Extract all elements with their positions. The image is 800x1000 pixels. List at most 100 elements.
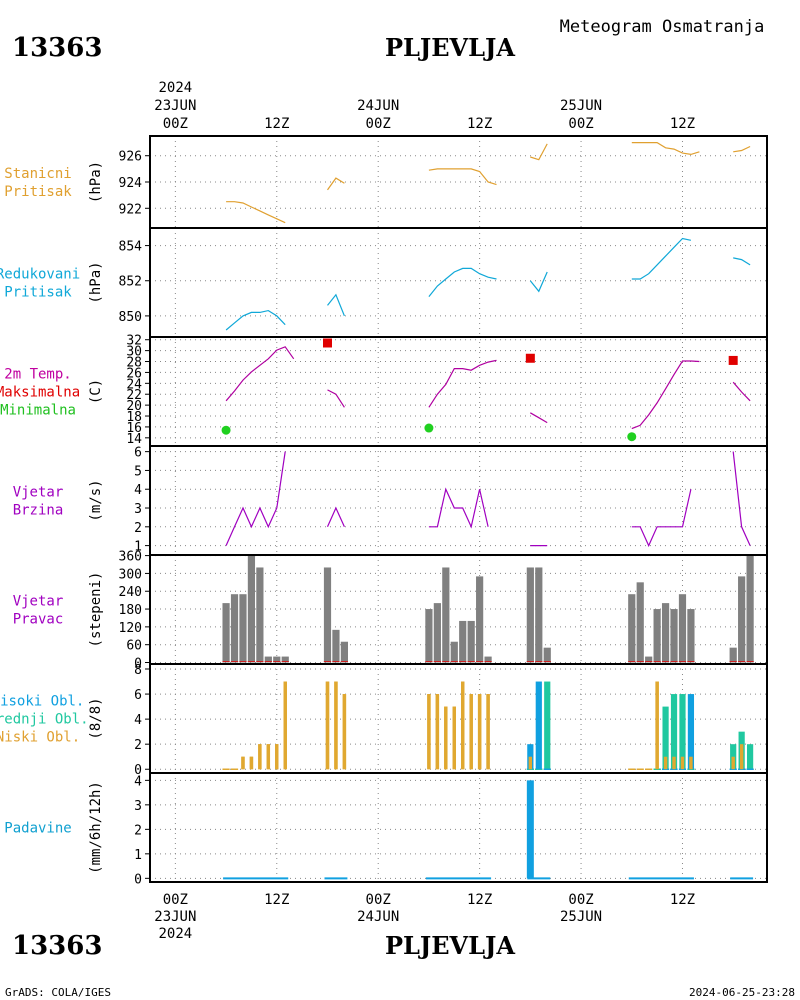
wind-speed-label: Vjetar xyxy=(13,485,64,501)
top-time-tick-label: 00Z xyxy=(163,116,188,132)
cloud-low-bar xyxy=(283,681,287,770)
reduced_pressure-line xyxy=(428,267,497,297)
reduced_pressure-line xyxy=(225,309,286,331)
y-tick-label: 6 xyxy=(134,688,142,703)
wind-direction-bar xyxy=(273,656,281,663)
cloud-mid-bar xyxy=(746,744,754,770)
station_pressure-line xyxy=(226,201,286,224)
wind-direction-bar xyxy=(484,656,492,663)
y-tick-label: 926 xyxy=(119,150,142,165)
wind-direction-bar xyxy=(636,582,644,663)
reduced_pressure-line xyxy=(733,257,751,266)
credit-text: GrADS: COLA/IGES xyxy=(5,986,111,999)
y-tick-label: 8 xyxy=(134,663,142,678)
cloud-high-bar xyxy=(687,694,695,770)
cloud-low-bar xyxy=(444,706,448,770)
y-tick-label: 852 xyxy=(119,275,142,290)
y-tick-label: 300 xyxy=(119,567,142,582)
cloud-mid-bar xyxy=(544,681,551,770)
wind-direction-bar xyxy=(264,656,272,663)
cloud-low-bar xyxy=(655,681,659,770)
cloud-low-bar xyxy=(680,756,685,770)
wind-direction-bar xyxy=(281,656,289,663)
y-tick-label: 24 xyxy=(126,377,142,392)
cloud-mid-bar xyxy=(662,706,669,770)
y-tick-label: 1 xyxy=(134,540,142,555)
bottom-time-tick-label: 12Z xyxy=(264,892,289,908)
cloud-low-bar xyxy=(469,694,473,770)
station_pressure-line xyxy=(530,143,548,161)
y-tick-label: 16 xyxy=(126,421,142,436)
wind-direction-bar xyxy=(459,620,467,663)
bottom-time-tick-label: 12Z xyxy=(670,892,695,908)
reduced_pressure-line xyxy=(529,271,548,293)
reduced-pressure-label: Redukovani xyxy=(0,267,80,283)
wind-direction-bar xyxy=(332,629,340,663)
reduced_pressure-line xyxy=(631,237,692,280)
wind-direction-bar xyxy=(340,641,348,663)
y-tick-label: 2 xyxy=(134,738,142,753)
wind-speed-frame xyxy=(149,445,768,556)
temperature-line xyxy=(732,381,751,402)
top-day-label: 24JUN xyxy=(357,98,399,114)
bottom-day-label: 24JUN xyxy=(357,909,399,925)
cloud-low-bar xyxy=(731,756,735,770)
station_pressure-line xyxy=(631,142,700,156)
bottom-day-label: 23JUN xyxy=(154,909,196,925)
top-time-tick-label: 12Z xyxy=(264,116,289,132)
wind-speed-unit: (m/s) xyxy=(88,479,104,521)
cloud-low-bar xyxy=(689,756,693,770)
station_pressure-line xyxy=(327,177,345,191)
top-day-label: 23JUN xyxy=(154,98,196,114)
wind-direction-bar xyxy=(543,647,551,663)
wind-direction-bar xyxy=(256,567,264,663)
clouds-panel: 0 2 4 6 8 (8/8)Visoki Obl. Srednji Obl. Niski O… xyxy=(0,663,768,778)
y-tick-label: 922 xyxy=(119,202,142,217)
wind-direction-bar xyxy=(645,656,653,663)
cloud-low-bar xyxy=(739,744,744,770)
y-tick-label: 20 xyxy=(126,399,142,414)
tmax-marker xyxy=(525,353,535,363)
y-tick-label: 850 xyxy=(119,310,142,325)
precipitation-panel: 0 1 2 3 4 (mm/6h/12h) Padavine xyxy=(4,772,768,887)
cloud-low-bar xyxy=(342,694,347,770)
y-tick-label: 18 xyxy=(126,410,142,425)
reduced-pressure-panel: 850 852 854 (hPa) Redukovani Pritisak xyxy=(0,227,768,338)
cloud-low-bar xyxy=(266,744,271,770)
tmax-marker xyxy=(322,338,332,348)
cloud-low-bar xyxy=(275,744,279,770)
temperature-frame xyxy=(149,336,768,447)
cloud-low-bar xyxy=(427,694,431,770)
wind-direction-bar xyxy=(746,555,754,663)
top-year-label: 2024 xyxy=(158,80,192,96)
wind-direction-bar xyxy=(323,567,332,663)
wind-direction-bar xyxy=(661,603,670,663)
station-name-bottom: PLJEVLJA xyxy=(385,931,515,960)
clouds-label: Visoki Obl. xyxy=(0,694,84,710)
cloud-low-bar xyxy=(672,756,676,770)
cloud-high-bar xyxy=(535,681,542,770)
wind_speed-line xyxy=(225,451,286,546)
station-name-top: PLJEVLJA xyxy=(385,33,515,62)
y-tick-label: 2 xyxy=(134,823,142,838)
cloud-low-bar xyxy=(486,694,490,770)
bottom-year-label: 2024 xyxy=(158,926,192,942)
temperature-line xyxy=(225,346,295,402)
wind-direction-unit: (stepeni) xyxy=(88,572,104,648)
wind_speed-line xyxy=(732,451,751,546)
y-tick-label: 0 xyxy=(134,657,142,672)
cloud-low-bar xyxy=(334,681,338,770)
wind-direction-bar xyxy=(738,576,746,663)
wind_speed-line xyxy=(428,487,489,529)
wind-direction-panel: 0 60 120 180 240 300 360 (stepeni) Vjetar Pravac xyxy=(13,550,768,672)
y-tick-label: 0 xyxy=(134,872,142,887)
wind-direction-bar xyxy=(535,567,543,663)
wind-direction-bar xyxy=(467,620,475,663)
wind_speed-line xyxy=(326,506,345,528)
reduced-pressure-frame xyxy=(149,227,768,338)
tmin-marker xyxy=(424,423,434,433)
station-pressure-panel: 922 924 926 (hPa) Stanicni Pritisak xyxy=(4,135,768,229)
y-tick-label: 180 xyxy=(119,603,142,618)
